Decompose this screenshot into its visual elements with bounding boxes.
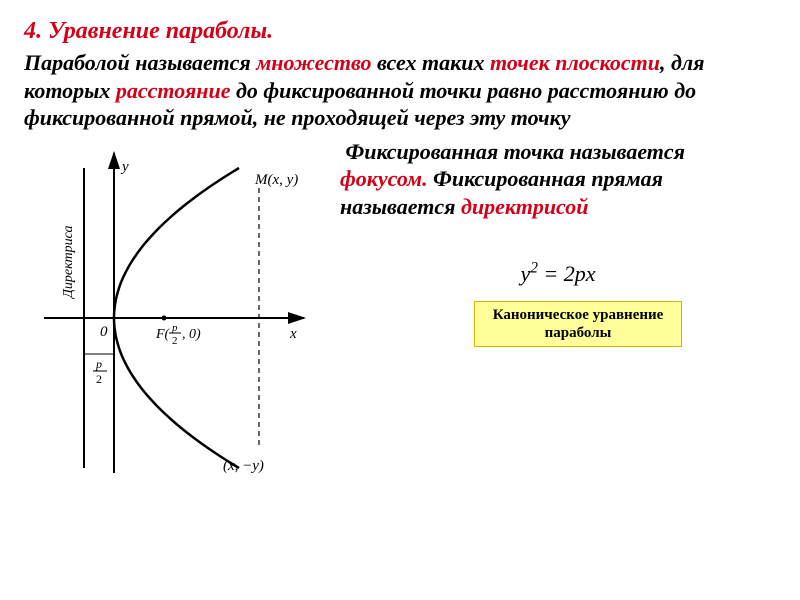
svg-text:x: x [289, 326, 297, 342]
svg-text:0: 0 [100, 324, 108, 340]
def-p2: называется [130, 50, 256, 75]
equation-text: y2 = 2px [520, 261, 595, 286]
svg-text:(x, −y): (x, −y) [223, 458, 264, 474]
def-p3: множество [256, 50, 371, 75]
def-p1: Параболой [24, 50, 130, 75]
svg-text:, 0): , 0) [182, 327, 201, 342]
caption-line1: Каноническое уравнение [493, 307, 664, 323]
diagram-column: Директриса0xyF(p2, 0)p2M(x, y)(x, −y) [24, 138, 324, 478]
focus-p4: директрисой [461, 194, 589, 219]
def-p4: всех таких [372, 50, 491, 75]
focus-p1: Фиксированная точка называется [346, 139, 686, 164]
definition-paragraph: Параболой называется множество всех таки… [24, 49, 776, 132]
title-number: 4. [24, 18, 42, 44]
svg-text:M(x, y): M(x, y) [254, 172, 298, 188]
def-p7: расстояние [116, 78, 231, 103]
svg-text:F(: F( [155, 327, 171, 342]
right-column: Фиксированная точка называется фокусом. … [340, 138, 776, 348]
caption-box: Каноническое уравнение параболы [474, 301, 683, 347]
def-p5: точек плоскости [490, 50, 660, 75]
focus-definition: Фиксированная точка называется фокусом. … [340, 138, 776, 221]
section-title: 4. Уравнение параболы. [24, 18, 776, 45]
title-text: Уравнение параболы. [48, 18, 273, 44]
svg-text:y: y [120, 159, 129, 175]
svg-text:2: 2 [172, 335, 178, 347]
svg-text:p: p [95, 357, 102, 371]
svg-text:p: p [171, 322, 178, 334]
equation: y2 = 2px [340, 260, 776, 287]
caption-line2: параболы [545, 325, 612, 341]
svg-text:2: 2 [96, 372, 102, 386]
focus-p2: фокусом. [340, 166, 428, 191]
parabola-diagram: Директриса0xyF(p2, 0)p2M(x, y)(x, −y) [24, 138, 324, 478]
svg-text:Директриса: Директриса [61, 225, 76, 299]
